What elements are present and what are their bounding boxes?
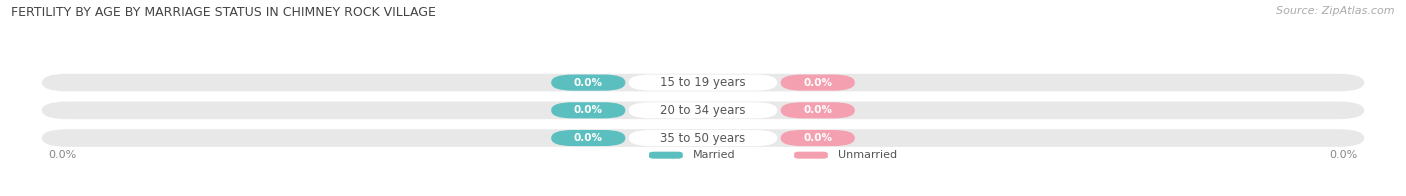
- FancyBboxPatch shape: [42, 102, 1364, 119]
- FancyBboxPatch shape: [650, 152, 683, 159]
- Text: 0.0%: 0.0%: [803, 133, 832, 143]
- Text: 0.0%: 0.0%: [574, 105, 603, 115]
- FancyBboxPatch shape: [794, 152, 828, 159]
- Text: 0.0%: 0.0%: [574, 78, 603, 88]
- FancyBboxPatch shape: [628, 74, 778, 91]
- Text: Married: Married: [693, 150, 735, 160]
- Text: 0.0%: 0.0%: [803, 78, 832, 88]
- FancyBboxPatch shape: [780, 74, 855, 91]
- FancyBboxPatch shape: [628, 130, 778, 146]
- FancyBboxPatch shape: [780, 130, 855, 146]
- FancyBboxPatch shape: [551, 74, 626, 91]
- FancyBboxPatch shape: [628, 102, 778, 118]
- Text: 0.0%: 0.0%: [1330, 150, 1358, 160]
- FancyBboxPatch shape: [780, 102, 855, 118]
- FancyBboxPatch shape: [42, 129, 1364, 147]
- Text: FERTILITY BY AGE BY MARRIAGE STATUS IN CHIMNEY ROCK VILLAGE: FERTILITY BY AGE BY MARRIAGE STATUS IN C…: [11, 6, 436, 19]
- FancyBboxPatch shape: [42, 74, 1364, 91]
- Text: 0.0%: 0.0%: [48, 150, 76, 160]
- Text: Unmarried: Unmarried: [838, 150, 897, 160]
- Text: 0.0%: 0.0%: [803, 105, 832, 115]
- FancyBboxPatch shape: [551, 102, 626, 118]
- FancyBboxPatch shape: [551, 130, 626, 146]
- Text: 0.0%: 0.0%: [574, 133, 603, 143]
- Text: 35 to 50 years: 35 to 50 years: [661, 132, 745, 144]
- Text: 15 to 19 years: 15 to 19 years: [661, 76, 745, 89]
- Text: Source: ZipAtlas.com: Source: ZipAtlas.com: [1277, 6, 1395, 16]
- Text: 20 to 34 years: 20 to 34 years: [661, 104, 745, 117]
